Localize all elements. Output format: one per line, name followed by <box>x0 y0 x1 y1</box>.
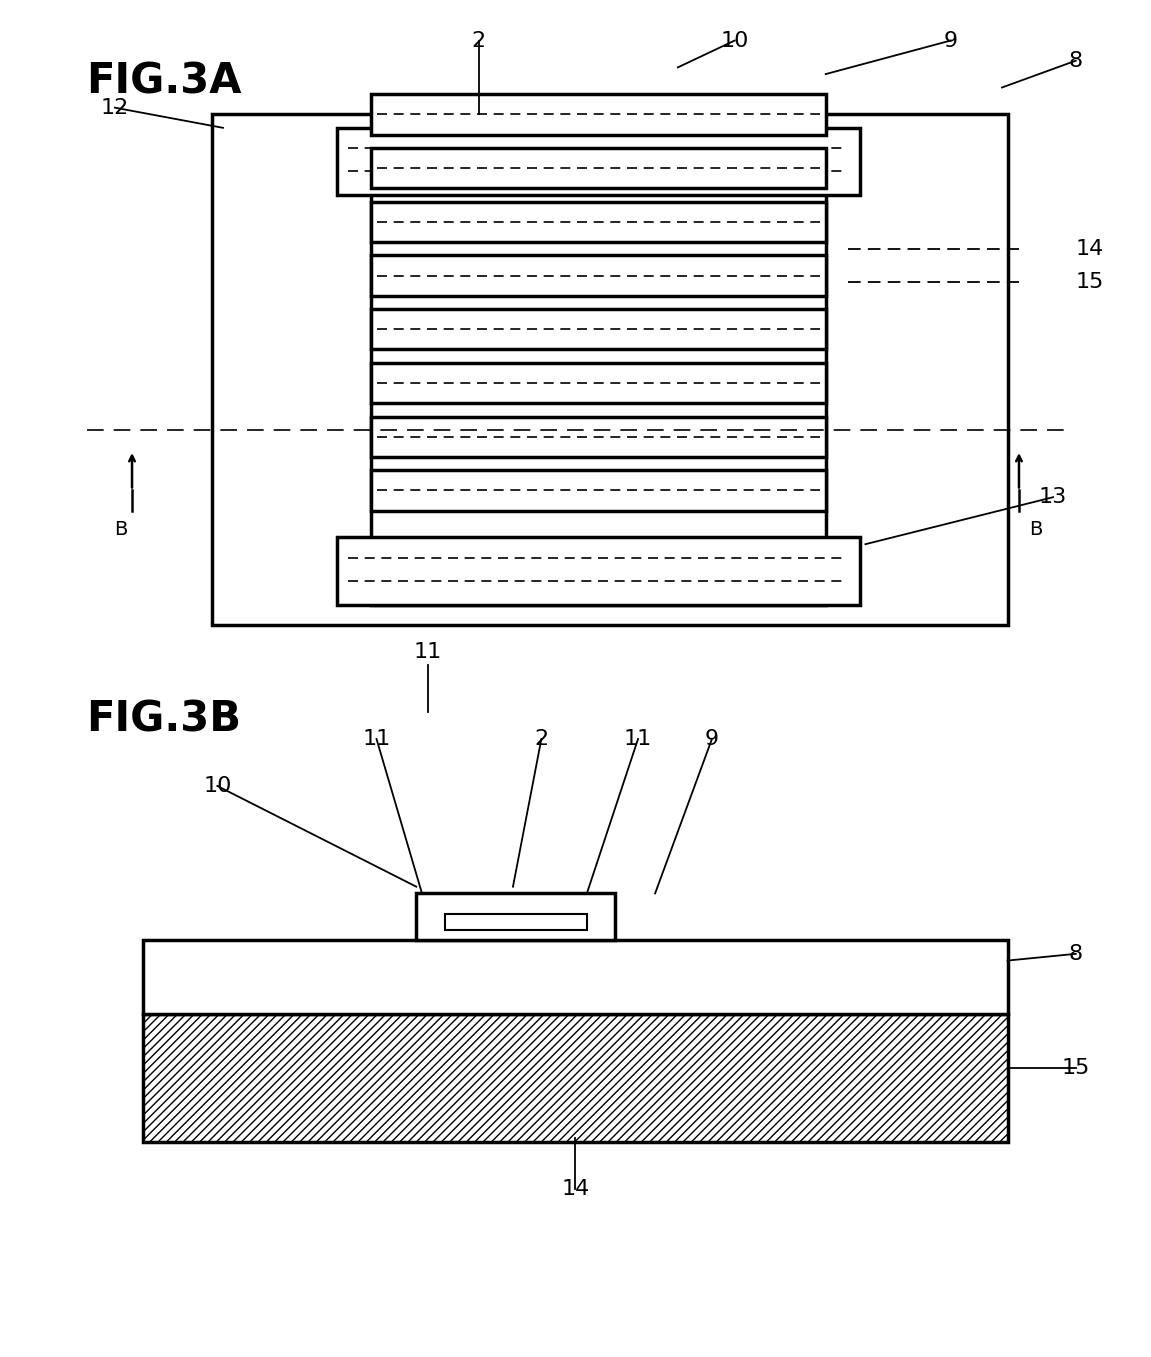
Text: 8: 8 <box>1069 50 1083 71</box>
Text: 13: 13 <box>1039 487 1067 508</box>
Text: 12: 12 <box>101 98 129 118</box>
Text: 9: 9 <box>704 729 719 749</box>
Bar <box>371 309 825 350</box>
Text: 10: 10 <box>203 776 231 797</box>
Bar <box>371 255 825 296</box>
Bar <box>337 537 860 605</box>
Bar <box>417 893 616 940</box>
Bar <box>371 202 825 242</box>
Text: 11: 11 <box>624 729 653 749</box>
Text: 8: 8 <box>1069 944 1083 963</box>
Text: 2: 2 <box>472 30 486 50</box>
Bar <box>144 1014 1007 1141</box>
Text: B: B <box>1029 520 1043 539</box>
Bar <box>337 128 860 195</box>
Text: FIG.3B: FIG.3B <box>86 699 242 741</box>
Bar <box>444 913 587 930</box>
Text: 14: 14 <box>1076 239 1104 259</box>
Bar <box>371 148 825 605</box>
Text: 10: 10 <box>721 30 749 50</box>
Text: 9: 9 <box>944 30 958 50</box>
Text: 11: 11 <box>363 729 390 749</box>
Text: 15: 15 <box>1061 1058 1090 1077</box>
Text: FIG.3A: FIG.3A <box>86 61 242 103</box>
Text: B: B <box>114 520 128 539</box>
Text: 2: 2 <box>534 729 548 749</box>
Bar <box>144 940 1007 1014</box>
Bar <box>371 94 825 134</box>
Text: 14: 14 <box>562 1179 589 1198</box>
Bar <box>371 148 825 189</box>
Bar <box>212 114 1007 624</box>
Bar <box>371 471 825 510</box>
Text: 15: 15 <box>1076 273 1104 292</box>
Bar <box>371 417 825 457</box>
Bar <box>371 362 825 403</box>
Text: 11: 11 <box>413 642 442 662</box>
